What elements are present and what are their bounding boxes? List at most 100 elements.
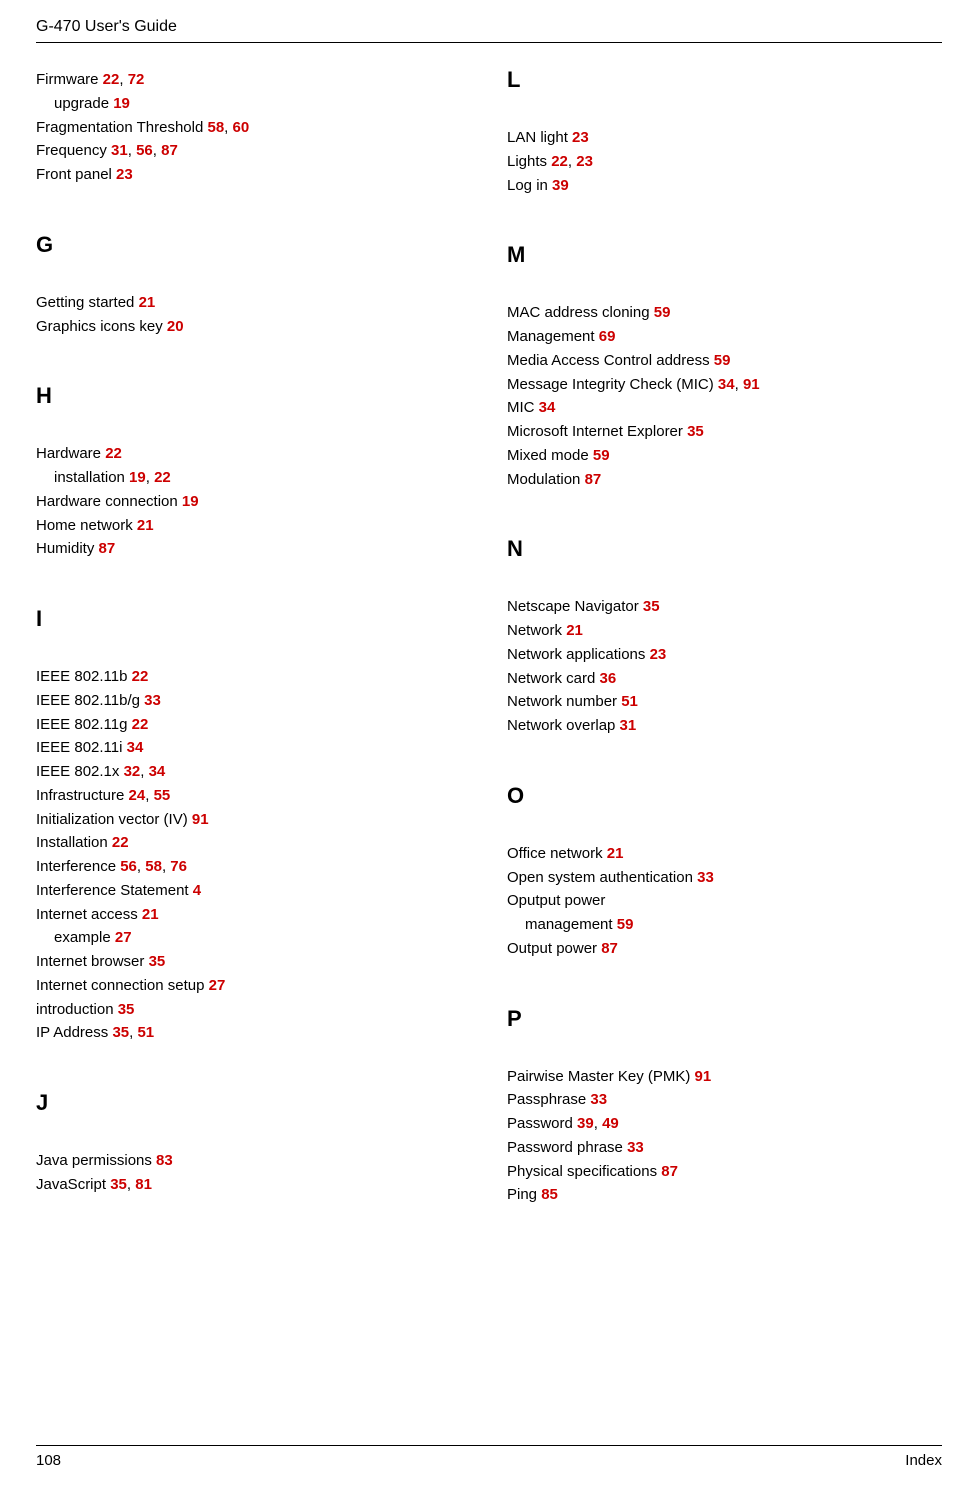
page-ref-link[interactable]: 58 — [145, 858, 162, 875]
footer-label: Index — [905, 1452, 942, 1469]
page-ref-link[interactable]: 4 — [193, 882, 201, 899]
page-ref-link[interactable]: 91 — [192, 811, 209, 828]
page-ref-link[interactable]: 59 — [654, 304, 671, 321]
page-ref-link[interactable]: 34 — [539, 399, 556, 416]
page-ref-link[interactable]: 33 — [144, 692, 161, 709]
page-ref-link[interactable]: 81 — [135, 1176, 152, 1193]
page-ref-link[interactable]: 87 — [161, 142, 178, 159]
page-ref-link[interactable]: 22 — [103, 71, 120, 88]
page-ref-link[interactable]: 35 — [110, 1176, 127, 1193]
page-ref-link[interactable]: 34 — [149, 763, 166, 780]
page-ref-separator: , — [145, 787, 153, 804]
page-ref-link[interactable]: 23 — [576, 153, 593, 170]
page-ref-link[interactable]: 58 — [207, 119, 224, 136]
index-entry: Mixed mode 59 — [507, 445, 942, 467]
page-ref-link[interactable]: 35 — [149, 953, 166, 970]
index-term: Office network — [507, 845, 607, 862]
index-entry: Humidity 87 — [36, 538, 471, 560]
index-entry: Output power 87 — [507, 938, 942, 960]
page-ref-link[interactable]: 60 — [233, 119, 250, 136]
page-ref-link[interactable]: 27 — [209, 977, 226, 994]
index-entry: IEEE 802.11b/g 33 — [36, 690, 471, 712]
page-ref-link[interactable]: 21 — [139, 294, 156, 311]
index-section-letter: M — [507, 242, 942, 268]
page-ref-link[interactable]: 31 — [620, 717, 637, 734]
index-term: Humidity — [36, 540, 99, 557]
page-ref-link[interactable]: 21 — [142, 906, 159, 923]
footer-rule — [36, 1445, 942, 1446]
footer-row: 108 Index — [36, 1452, 942, 1469]
page-ref-link[interactable]: 59 — [593, 447, 610, 464]
page-ref-link[interactable]: 23 — [650, 646, 667, 663]
page-ref-link[interactable]: 59 — [617, 916, 634, 933]
page-ref-link[interactable]: 19 — [129, 469, 146, 486]
page-ref-link[interactable]: 59 — [714, 352, 731, 369]
index-entry: Network overlap 31 — [507, 715, 942, 737]
page-ref-link[interactable]: 83 — [156, 1152, 173, 1169]
index-term: Installation — [36, 834, 112, 851]
page-ref-link[interactable]: 33 — [627, 1139, 644, 1156]
page-ref-link[interactable]: 24 — [129, 787, 146, 804]
page-ref-link[interactable]: 21 — [607, 845, 624, 862]
index-entry: Internet browser 35 — [36, 951, 471, 973]
page-ref-link[interactable]: 33 — [697, 869, 714, 886]
page-ref-link[interactable]: 22 — [105, 445, 122, 462]
page-ref-link[interactable]: 55 — [154, 787, 171, 804]
page-ref-link[interactable]: 91 — [743, 376, 760, 393]
page-ref-link[interactable]: 22 — [132, 668, 149, 685]
page-ref-link[interactable]: 19 — [182, 493, 199, 510]
page-ref-link[interactable]: 35 — [112, 1024, 129, 1041]
page-ref-link[interactable]: 20 — [167, 318, 184, 335]
index-entry: Initialization vector (IV) 91 — [36, 809, 471, 831]
page-ref-link[interactable]: 21 — [137, 517, 154, 534]
index-entry: Management 69 — [507, 326, 942, 348]
page-ref-link[interactable]: 51 — [621, 693, 638, 710]
page-ref-link[interactable]: 91 — [695, 1068, 712, 1085]
index-term: Netscape Navigator — [507, 598, 643, 615]
page-ref-link[interactable]: 32 — [124, 763, 141, 780]
page: G-470 User's Guide Firmware 22, 72upgrad… — [0, 0, 978, 1499]
page-ref-link[interactable]: 76 — [170, 858, 187, 875]
page-ref-link[interactable]: 34 — [718, 376, 735, 393]
index-term: Interference Statement — [36, 882, 193, 899]
page-ref-link[interactable]: 39 — [577, 1115, 594, 1132]
page-ref-link[interactable]: 23 — [116, 166, 133, 183]
page-ref-link[interactable]: 27 — [115, 929, 132, 946]
page-ref-link[interactable]: 21 — [566, 622, 583, 639]
page-ref-link[interactable]: 51 — [137, 1024, 154, 1041]
page-ref-link[interactable]: 22 — [551, 153, 568, 170]
page-ref-link[interactable]: 87 — [99, 540, 116, 557]
index-entry: Java permissions 83 — [36, 1150, 471, 1172]
index-entry: Hardware 22 — [36, 443, 471, 465]
page-ref-link[interactable]: 36 — [600, 670, 617, 687]
page-ref-link[interactable]: 49 — [602, 1115, 619, 1132]
page-ref-link[interactable]: 22 — [112, 834, 129, 851]
page-ref-link[interactable]: 56 — [120, 858, 137, 875]
page-ref-link[interactable]: 56 — [136, 142, 153, 159]
page-ref-separator: , — [127, 1176, 135, 1193]
page-ref-link[interactable]: 22 — [154, 469, 171, 486]
page-ref-link[interactable]: 23 — [572, 129, 589, 146]
index-entry: IEEE 802.1x 32, 34 — [36, 761, 471, 783]
index-term: Infrastructure — [36, 787, 129, 804]
page-ref-link[interactable]: 35 — [643, 598, 660, 615]
page-number: 108 — [36, 1452, 61, 1469]
page-ref-link[interactable]: 35 — [118, 1001, 135, 1018]
page-ref-separator: , — [146, 469, 154, 486]
index-term: Media Access Control address — [507, 352, 714, 369]
index-term: Oputput power — [507, 892, 605, 909]
page-ref-link[interactable]: 85 — [541, 1186, 558, 1203]
page-ref-link[interactable]: 22 — [132, 716, 149, 733]
page-ref-link[interactable]: 34 — [127, 739, 144, 756]
page-ref-link[interactable]: 19 — [113, 95, 130, 112]
page-ref-link[interactable]: 35 — [687, 423, 704, 440]
page-ref-link[interactable]: 87 — [585, 471, 602, 488]
page-ref-link[interactable]: 33 — [590, 1091, 607, 1108]
page-ref-link[interactable]: 31 — [111, 142, 128, 159]
page-ref-link[interactable]: 39 — [552, 177, 569, 194]
page-ref-link[interactable]: 72 — [128, 71, 145, 88]
page-ref-link[interactable]: 87 — [661, 1163, 678, 1180]
page-ref-link[interactable]: 69 — [599, 328, 616, 345]
index-entry: Media Access Control address 59 — [507, 350, 942, 372]
page-ref-link[interactable]: 87 — [601, 940, 618, 957]
